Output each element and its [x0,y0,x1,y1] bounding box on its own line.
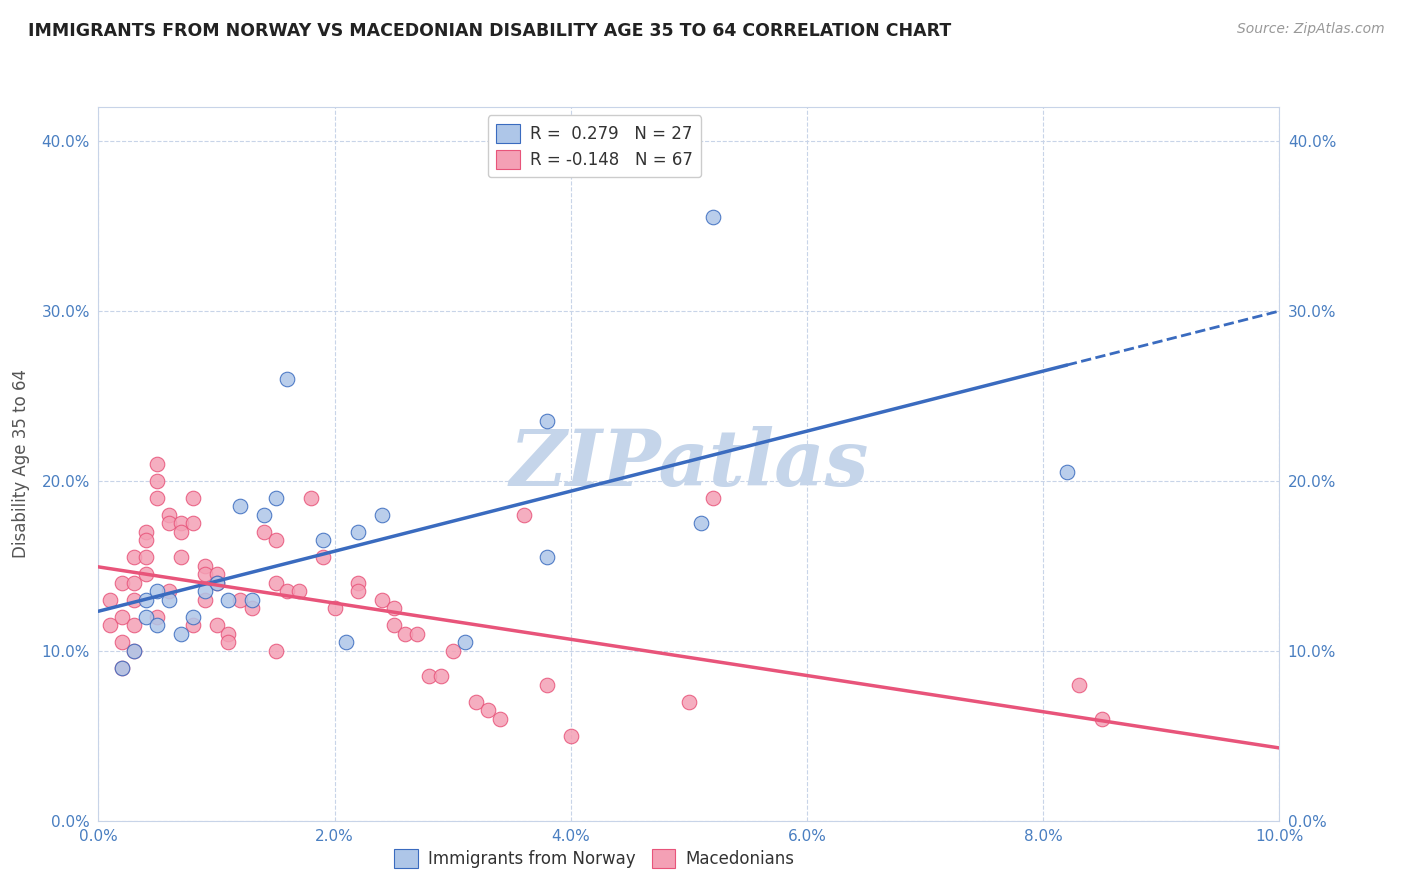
Legend: Immigrants from Norway, Macedonians: Immigrants from Norway, Macedonians [387,840,803,877]
Point [98,592,121,607]
Point [122,592,145,607]
Point [146,457,169,471]
Point [299,491,322,505]
Point [217,592,239,607]
Point [122,644,145,658]
Text: IMMIGRANTS FROM NORWAY VS MACEDONIAN DISABILITY AGE 35 TO 64 CORRELATION CHART: IMMIGRANTS FROM NORWAY VS MACEDONIAN DIS… [28,22,952,40]
Point [253,524,276,539]
Point [170,550,193,565]
Point [536,550,558,565]
Point [157,592,180,607]
Point [382,618,405,632]
Point [394,626,416,640]
Point [157,516,180,531]
Point [347,575,370,590]
Point [205,618,228,632]
Point [122,550,145,565]
Point [406,626,429,640]
Point [264,644,287,658]
Point [276,584,298,599]
Text: Source: ZipAtlas.com: Source: ZipAtlas.com [1237,22,1385,37]
Point [194,558,217,573]
Point [382,601,405,615]
Point [347,584,370,599]
Point [98,618,121,632]
Point [122,644,145,658]
Point [181,491,204,505]
Point [170,524,193,539]
Point [170,516,193,531]
Point [135,524,157,539]
Point [229,592,252,607]
Point [205,575,228,590]
Point [181,516,204,531]
Point [1091,712,1114,726]
Point [264,575,287,590]
Point [477,703,499,717]
Point [347,524,370,539]
Point [135,533,157,548]
Point [276,372,298,386]
Point [135,567,157,582]
Point [122,618,145,632]
Point [181,609,204,624]
Point [240,601,263,615]
Point [157,508,180,522]
Point [122,575,145,590]
Point [371,592,394,607]
Point [288,584,311,599]
Point [312,533,335,548]
Point [146,584,169,599]
Point [323,601,346,615]
Point [146,609,169,624]
Point [689,516,711,531]
Point [1056,466,1078,480]
Point [702,211,724,225]
Point [170,626,193,640]
Point [1067,678,1090,692]
Point [135,609,157,624]
Point [194,584,217,599]
Y-axis label: Disability Age 35 to 64: Disability Age 35 to 64 [13,369,31,558]
Point [430,669,453,683]
Point [181,618,204,632]
Point [135,550,157,565]
Point [111,635,134,649]
Point [453,635,475,649]
Point [217,626,239,640]
Point [111,661,134,675]
Point [194,592,217,607]
Point [205,567,228,582]
Point [371,508,394,522]
Point [512,508,534,522]
Point [111,661,134,675]
Point [253,508,276,522]
Point [560,729,582,743]
Point [194,567,217,582]
Point [135,592,157,607]
Point [465,695,488,709]
Point [111,609,134,624]
Point [205,575,228,590]
Point [264,533,287,548]
Point [312,550,335,565]
Point [536,414,558,428]
Point [335,635,357,649]
Point [489,712,512,726]
Point [678,695,700,709]
Point [418,669,440,683]
Point [441,644,464,658]
Point [229,500,252,514]
Point [146,618,169,632]
Text: ZIPatlas: ZIPatlas [509,425,869,502]
Point [536,678,558,692]
Point [702,491,724,505]
Point [157,584,180,599]
Point [111,575,134,590]
Point [146,491,169,505]
Point [264,491,287,505]
Point [240,592,263,607]
Point [146,474,169,488]
Point [217,635,239,649]
